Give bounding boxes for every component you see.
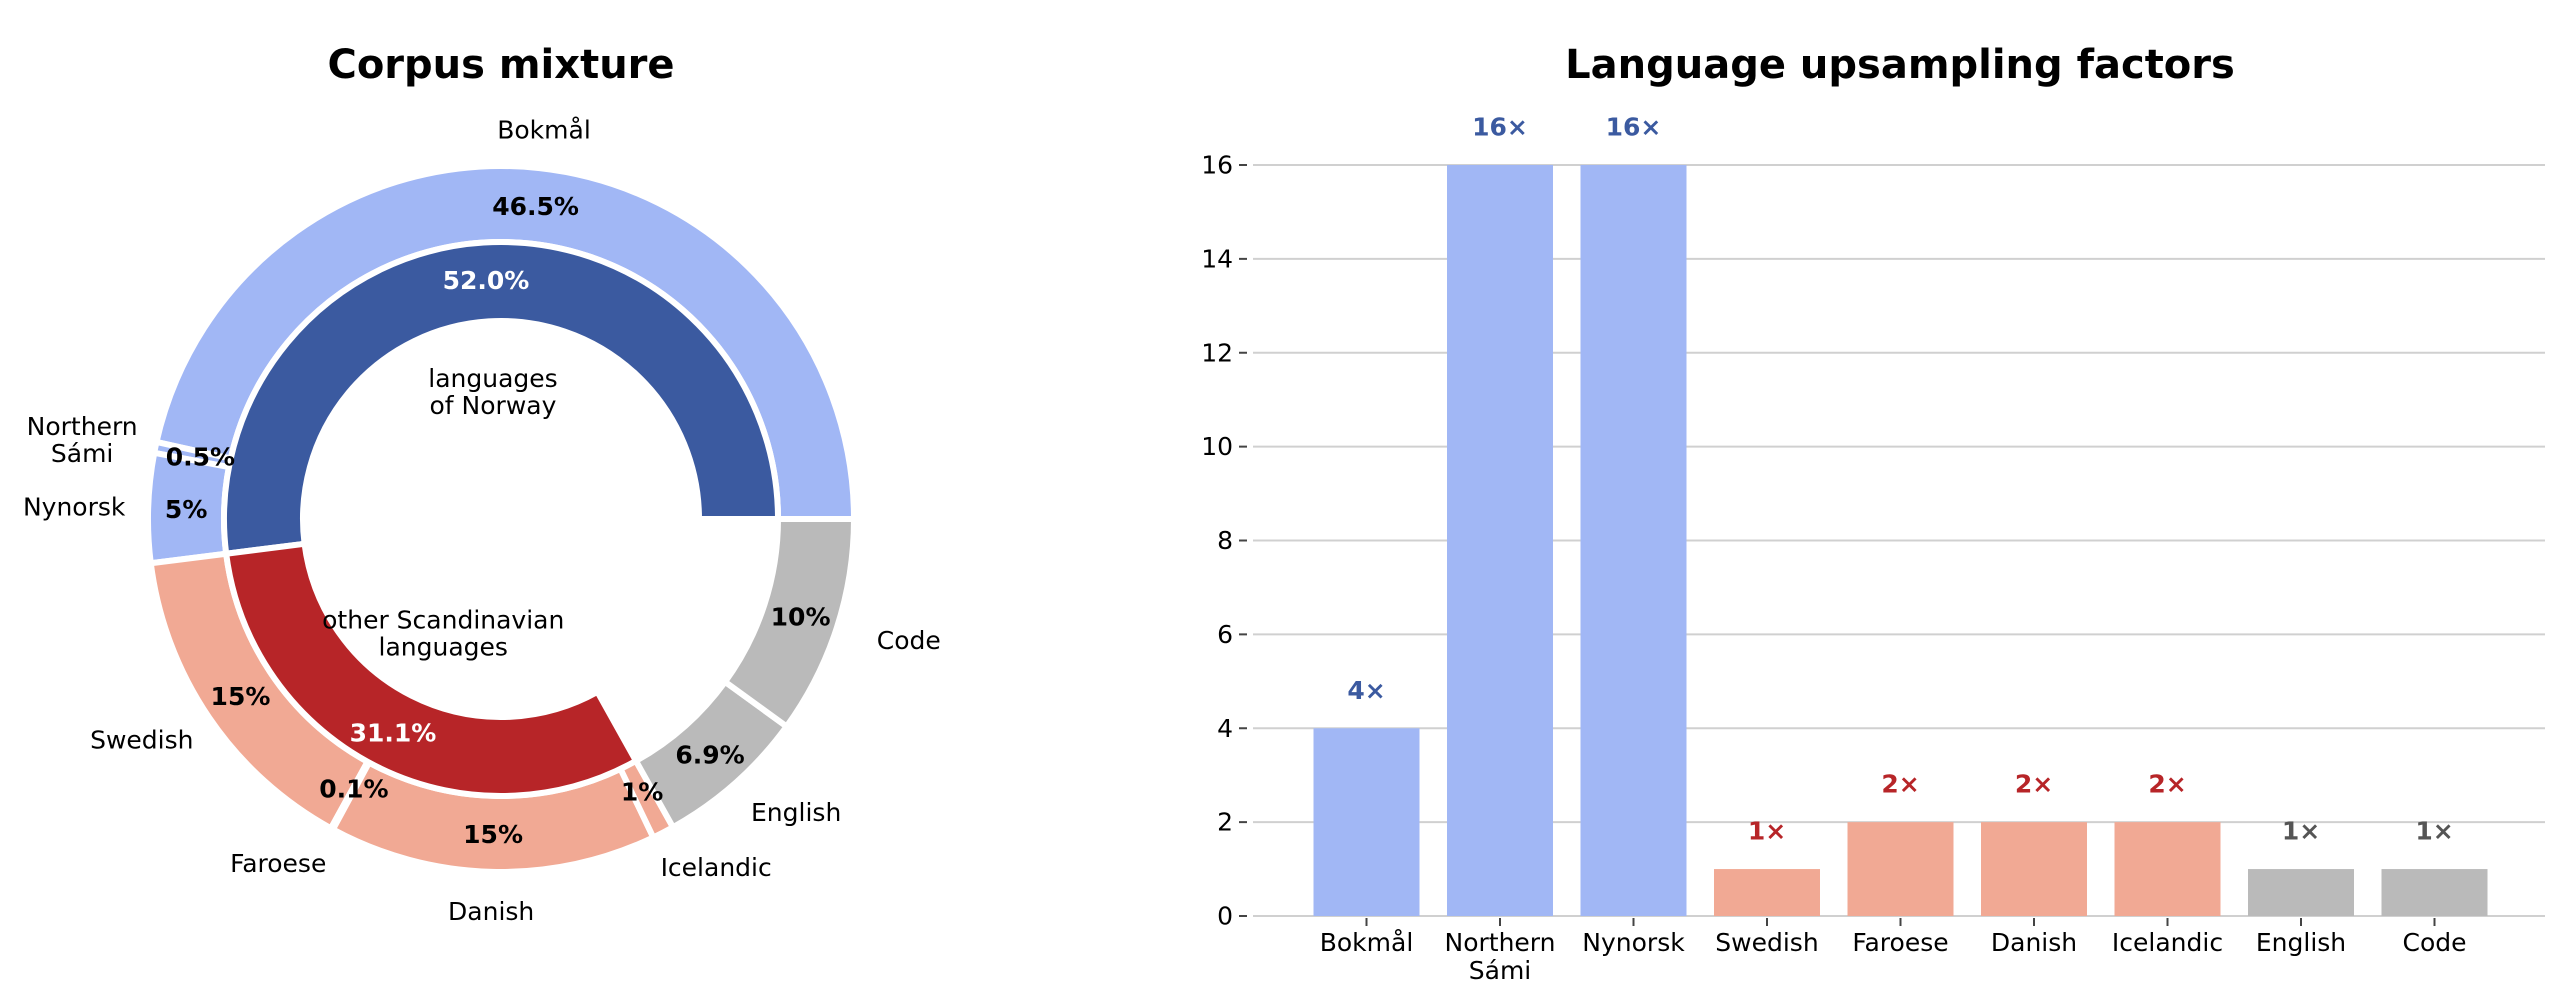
outer-label-swedish: Swedish — [90, 725, 193, 754]
bar-swedish — [1714, 869, 1820, 916]
bar-value-label-danish: 2× — [2015, 770, 2053, 799]
outer-label-northern-s-mi: Northern Sámi — [27, 412, 138, 468]
inner-wedge-other-scandinavian-languages — [222, 540, 641, 799]
xtick-label-icelandic: Icelandic — [2112, 928, 2223, 957]
pie-chart-title: Corpus mixture — [327, 42, 674, 88]
bar-icelandic — [2114, 822, 2221, 916]
outer-label-english: English — [751, 798, 841, 827]
outer-pct-english: 6.9% — [675, 740, 744, 769]
outer-pct-swedish: 15% — [211, 682, 271, 711]
xtick-label-english: English — [2256, 928, 2346, 957]
upsampling-bar-chart: 0 2 4 6 8 10 12 14 16 4× Bokmål 16× Northern Sámi 16× N… — [1201, 113, 2545, 985]
inner-label-languages-of-norway: languages of Norway — [428, 363, 557, 419]
outer-label-danish: Danish — [448, 896, 534, 925]
outer-pct-nynorsk: 5% — [165, 495, 207, 524]
bar-bokm-l — [1313, 728, 1420, 916]
bar-faroese — [1847, 822, 1954, 916]
bar-value-label-english: 1× — [2282, 817, 2320, 846]
ytick-label-6: 6 — [1217, 620, 1233, 649]
ytick-label-16: 16 — [1201, 151, 1233, 180]
bar-value-label-icelandic: 2× — [2148, 770, 2186, 799]
bar-value-label-bokm-l: 4× — [1347, 676, 1385, 705]
bar-northern-s-mi — [1447, 165, 1553, 916]
outer-label-bokm-l: Bokmål — [497, 115, 591, 144]
bar-value-label-faroese: 2× — [1881, 770, 1919, 799]
ytick-label-2: 2 — [1217, 808, 1233, 837]
inner-pct-other-scandinavian-languages: 31.1% — [350, 718, 437, 747]
bar-english — [2248, 869, 2354, 916]
ytick-label-4: 4 — [1217, 714, 1233, 743]
ytick-label-14: 14 — [1201, 244, 1233, 273]
bar-value-label-northern-s-mi: 16× — [1472, 113, 1528, 142]
outer-pct-bokm-l: 46.5% — [492, 191, 579, 220]
outer-wedge-code — [720, 516, 858, 731]
ytick-label-0: 0 — [1217, 902, 1233, 931]
xtick-label-northern-s-mi: Northern Sámi — [1445, 928, 1556, 985]
bar-value-label-swedish: 1× — [1748, 817, 1786, 846]
outer-label-faroese: Faroese — [230, 849, 326, 878]
bar-danish — [1981, 822, 2087, 916]
bar-value-label-code: 1× — [2415, 817, 2453, 846]
xtick-label-faroese: Faroese — [1852, 928, 1948, 957]
ytick-label-8: 8 — [1217, 526, 1233, 555]
inner-wedge-languages-of-norway — [221, 239, 782, 558]
xtick-label-code: Code — [2402, 928, 2466, 957]
inner-label-other-scandinavian-languages: other Scandinavian languages — [322, 605, 564, 661]
outer-pct-code: 10% — [771, 602, 831, 631]
bar-value-label-nynorsk: 16× — [1606, 113, 1662, 142]
outer-label-icelandic: Icelandic — [661, 853, 772, 882]
outer-pct-northern-s-mi: 0.5% — [166, 442, 235, 471]
xtick-label-danish: Danish — [1991, 928, 2077, 957]
outer-pct-danish: 15% — [463, 819, 523, 848]
bar-code — [2381, 869, 2488, 916]
xtick-label-swedish: Swedish — [1715, 928, 1818, 957]
bar-chart-title: Language upsampling factors — [1565, 42, 2235, 88]
outer-label-code: Code — [877, 626, 941, 655]
outer-pct-icelandic: 1% — [621, 777, 663, 806]
outer-label-nynorsk: Nynorsk — [23, 492, 126, 521]
ytick-label-12: 12 — [1201, 338, 1233, 367]
outer-pct-faroese: 0.1% — [319, 774, 388, 803]
corpus-mixture-donut-chart: 46.5% 0.5% 5% 15% 0.1% 15% 1% 6.9% 10% Bokmål Nort… — [23, 115, 941, 926]
inner-pct-languages-of-norway: 52.0% — [443, 265, 530, 294]
bar-nynorsk — [1580, 165, 1687, 916]
xtick-label-bokm-l: Bokmål — [1320, 928, 1414, 957]
ytick-label-10: 10 — [1201, 432, 1233, 461]
xtick-label-nynorsk: Nynorsk — [1582, 928, 1685, 957]
